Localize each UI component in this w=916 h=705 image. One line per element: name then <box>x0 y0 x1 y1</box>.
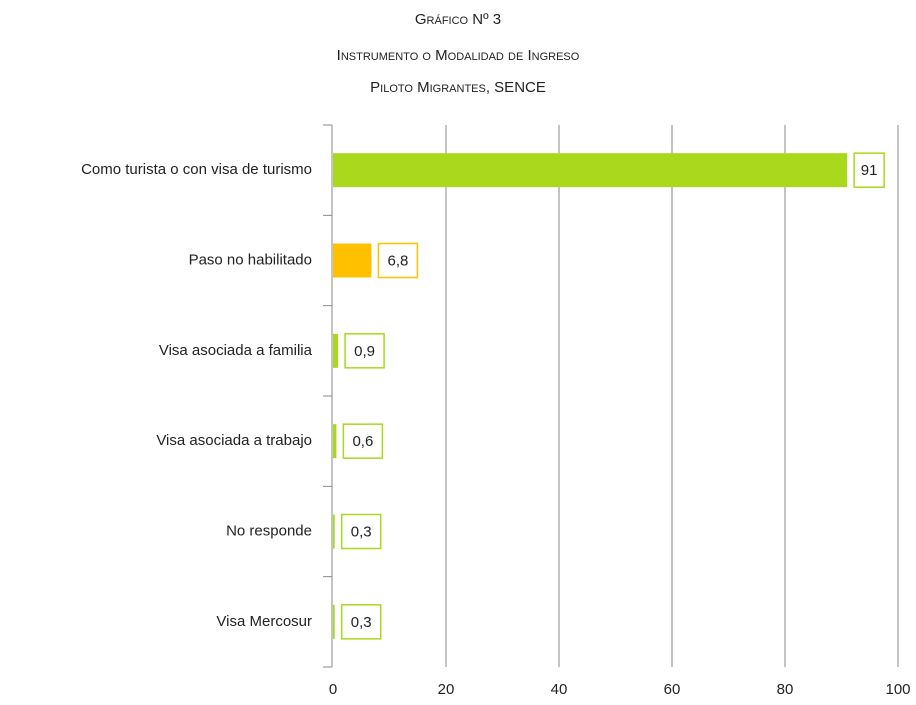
value-label: 0,6 <box>352 433 373 450</box>
value-label: 0,3 <box>351 614 372 631</box>
value-label-box <box>853 152 885 188</box>
value-label-box <box>377 242 419 279</box>
chart-subtitle: Piloto Migrantes, SENCE <box>370 79 546 96</box>
x-tick-label: 0 <box>329 681 337 698</box>
bar <box>333 333 339 368</box>
value-label: 0,9 <box>354 343 375 360</box>
x-tick-label: 80 <box>777 681 794 698</box>
y-tick-label: Paso no habilitado <box>189 251 312 268</box>
value-label-box <box>340 604 382 640</box>
value-label-box <box>344 333 385 369</box>
chart-title: Gráfico Nº 3 <box>415 11 501 28</box>
bar <box>333 604 335 639</box>
value-label: 0,3 <box>351 523 372 540</box>
x-tick-label: 40 <box>551 681 568 698</box>
value-label: 6,8 <box>387 252 408 269</box>
x-tick-label: 60 <box>664 681 681 698</box>
y-tick-label: Visa asociada a familia <box>159 342 313 359</box>
value-label-box <box>340 513 382 550</box>
value-label: 91 <box>861 162 878 179</box>
bar <box>333 514 335 549</box>
bar <box>333 243 372 278</box>
x-tick-label: 100 <box>885 681 910 698</box>
y-tick-label: Como turista o con visa de turismo <box>81 161 312 178</box>
chart-subtitle: Instrumento o Modalidad de Ingreso <box>337 47 580 64</box>
bar <box>333 153 848 188</box>
y-tick-label: Visa asociada a trabajo <box>156 432 312 449</box>
bar <box>333 424 337 459</box>
value-label-box <box>342 423 384 459</box>
y-tick-label: Visa Mercosur <box>216 613 312 630</box>
x-tick-label: 20 <box>438 681 455 698</box>
y-tick-label: No responde <box>226 522 312 539</box>
